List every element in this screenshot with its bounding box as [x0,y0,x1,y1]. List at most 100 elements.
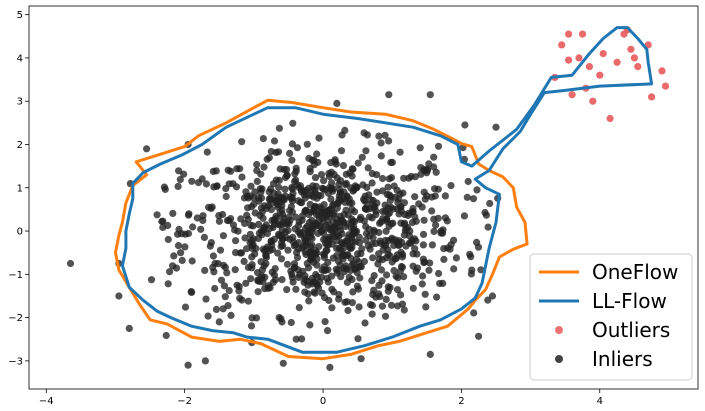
inlier-point [470,309,478,317]
inlier-point [247,182,255,190]
outlier-point [648,93,656,101]
inlier-point [275,183,283,191]
inlier-point [349,288,357,296]
inlier-point [291,178,299,186]
inlier-point [283,165,291,174]
inlier-point [344,211,352,219]
inlier-point [345,242,353,250]
inlier-point [343,193,351,201]
inlier-point [348,205,356,213]
inlier-point [423,169,431,177]
inlier-point [368,170,376,178]
inlier-point [353,269,361,277]
inlier-point [381,312,390,320]
inlier-point [430,227,438,235]
inlier-point [361,205,369,213]
inlier-point [435,269,443,278]
inlier-point [426,91,434,99]
inlier-point [219,261,228,269]
inlier-point [387,301,396,309]
y-tick-label: 1 [17,183,23,194]
ll-flow-contour [120,26,654,354]
inlier-point [369,234,377,242]
inlier-point [400,174,408,182]
inlier-point [311,186,319,194]
inlier-point [372,211,380,219]
inlier-point [370,286,378,294]
inlier-point [289,119,297,127]
inlier-point [413,250,421,258]
inlier-point [202,295,210,303]
oneflow-contour [114,98,529,361]
inlier-point [162,331,170,340]
inlier-point [211,284,219,293]
outlier-point [599,50,607,58]
inlier-point [259,214,267,222]
inlier-point [338,252,346,260]
outlier-point [589,97,597,105]
inlier-point [169,209,177,217]
inlier-point [197,225,205,233]
inlier-point [311,289,319,297]
inlier-point [229,221,238,229]
inlier-point [237,249,246,257]
inlier-point [292,285,300,293]
x-tick-label: 2 [458,396,464,407]
inlier-point [343,298,351,306]
inlier-point [368,277,376,285]
inlier-point [344,234,352,242]
inlier-point [325,233,333,241]
outlier-point [568,91,576,99]
inlier-point [207,239,215,247]
inlier-point [223,269,231,277]
inlier-point [342,262,350,270]
inlier-point [292,335,300,343]
inlier-point [212,305,220,313]
inlier-point [381,131,389,139]
inlier-point [253,167,261,175]
inlier-point [330,232,339,241]
inlier-point [260,163,268,171]
inlier-point [243,211,251,219]
inlier-point [383,190,391,199]
inlier-point [301,194,309,202]
inlier-point [408,218,417,227]
inlier-point [255,229,263,237]
inlier-point [271,265,279,273]
inlier-point [361,192,369,200]
inlier-point [290,260,299,268]
inlier-point [209,252,217,260]
inlier-point [388,158,396,166]
inlier-point [337,147,346,155]
inlier-point [322,266,330,274]
inlier-point [486,199,494,208]
inlier-point [327,195,335,203]
inlier-point [351,238,359,246]
inlier-point [325,172,333,181]
inlier-point [278,234,286,242]
inlier-point [274,249,282,257]
inlier-point [397,262,406,271]
inlier-point [315,134,323,142]
x-tick-label: 4 [597,396,603,407]
inlier-point [243,245,251,253]
inlier-point [219,210,227,219]
inlier-point [434,142,443,150]
inlier-point [255,220,263,228]
inlier-point [401,226,409,235]
legend-label-ll-flow: LL-Flow [592,289,667,313]
inlier-point [306,168,314,176]
inlier-point [390,267,398,275]
inlier-point [327,185,335,193]
inlier-point [357,213,365,221]
inlier-point [439,229,447,237]
inlier-point [275,314,283,322]
inlier-point [395,241,403,249]
inlier-point [276,208,284,216]
inlier-point [399,251,407,259]
inlier-point [177,249,185,257]
inlier-point [421,195,429,203]
inlier-point [317,171,326,179]
inlier-point [357,355,365,363]
inlier-point [288,273,296,281]
